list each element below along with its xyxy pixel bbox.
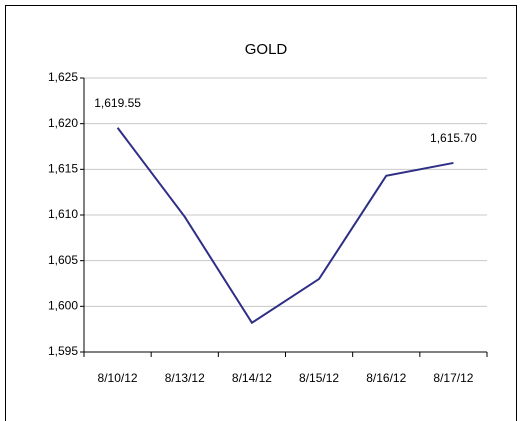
x-tick-label: 8/14/12: [232, 371, 272, 385]
y-tick-label: 1,625: [48, 70, 78, 84]
x-tick-label: 8/10/12: [98, 371, 138, 385]
data-label: 1,615.70: [430, 131, 477, 145]
x-tick-label: 8/15/12: [299, 371, 339, 385]
x-tick-label: 8/16/12: [366, 371, 406, 385]
chart-title: GOLD: [245, 41, 288, 58]
y-tick-label: 1,620: [48, 116, 78, 130]
y-tick-label: 1,615: [48, 162, 78, 176]
y-tick-label: 1,595: [48, 344, 78, 358]
x-tick-label: 8/17/12: [433, 371, 473, 385]
data-label: 1,619.55: [94, 96, 141, 110]
y-tick-label: 1,600: [48, 299, 78, 313]
y-tick-label: 1,605: [48, 253, 78, 267]
y-tick-label: 1,610: [48, 207, 78, 221]
chart-border: [5, 5, 517, 421]
data-line: [116, 127, 454, 325]
x-tick-label: 8/13/12: [165, 371, 205, 385]
